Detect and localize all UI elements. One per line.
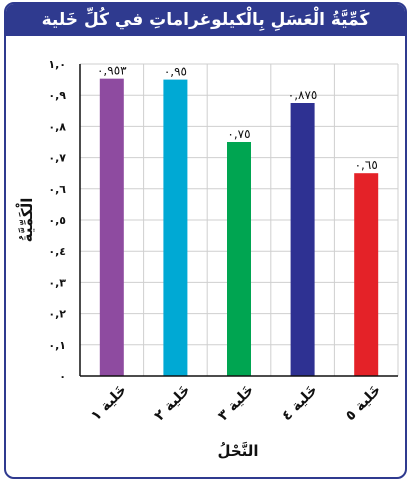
y-tick-label: ٠,٧ <box>48 152 66 165</box>
chart-frame: كَمِّيَّةُ الْعَسَلِ بِالْكيلوغراماتِ في… <box>4 2 407 479</box>
y-tick-label: ٠,٦ <box>48 183 66 196</box>
bar-value-label: ٠,٩٥٣ <box>97 64 127 78</box>
y-tick-label: ٠,٣ <box>48 276 66 289</box>
x-tick-label: خَلية ٢ <box>152 382 194 424</box>
bar <box>163 79 188 376</box>
y-tick-label: ٠,٤ <box>48 245 66 258</box>
x-tick-label: خَلية ٤ <box>279 382 321 424</box>
axes: ٠ ٠,١ ٠,٢ ٠,٣ ٠,٤ ٠,٥ ٠,٦ ٠,٧ ٠,٨ ٠,٩ ١,٠ <box>48 58 398 383</box>
bar-value-label: ٠,٦٥ <box>355 158 378 172</box>
y-tick-label: ٠ <box>59 370 66 383</box>
bar-chart: ٠,٩٥٣ خَلية ١ ٠,٩٥ خَلية ٢ ٠,٧٥ خَلية ٣ ٠,٨٧٥ خ… <box>15 58 399 460</box>
bar <box>354 173 379 376</box>
x-tick-label: خَلية ١ <box>88 382 130 424</box>
y-tick-label: ٠,٩ <box>48 89 66 102</box>
bar-value-label: ٠,٨٧٥ <box>288 88 318 102</box>
x-tick-label: خَلية ٥ <box>342 382 384 424</box>
bar <box>99 78 124 376</box>
y-tick-label: ٠,٢ <box>48 308 66 321</box>
bar <box>290 103 315 376</box>
y-tick-label: ٠,٨ <box>48 120 66 133</box>
y-tick-label: ٠,٥ <box>48 214 66 227</box>
bar-value-label: ٠,٩٥ <box>164 65 187 79</box>
y-tick-label: ٠,١ <box>48 339 66 352</box>
y-axis-title: الْكَمِّيَّةُ <box>15 198 36 243</box>
x-tick-label: خَلية ٣ <box>215 382 257 424</box>
bars: ٠,٩٥٣ خَلية ١ ٠,٩٥ خَلية ٢ ٠,٧٥ خَلية ٣ ٠,٨٧٥ خ… <box>88 64 384 425</box>
y-tick-label: ١,٠ <box>48 58 66 71</box>
bar <box>227 142 251 376</box>
x-axis-title: النَّحْلُ <box>217 441 258 460</box>
chart-title: كَمِّيَّةُ الْعَسَلِ بِالْكيلوغراماتِ في… <box>6 4 405 36</box>
bar-value-label: ٠,٧٥ <box>227 127 250 141</box>
